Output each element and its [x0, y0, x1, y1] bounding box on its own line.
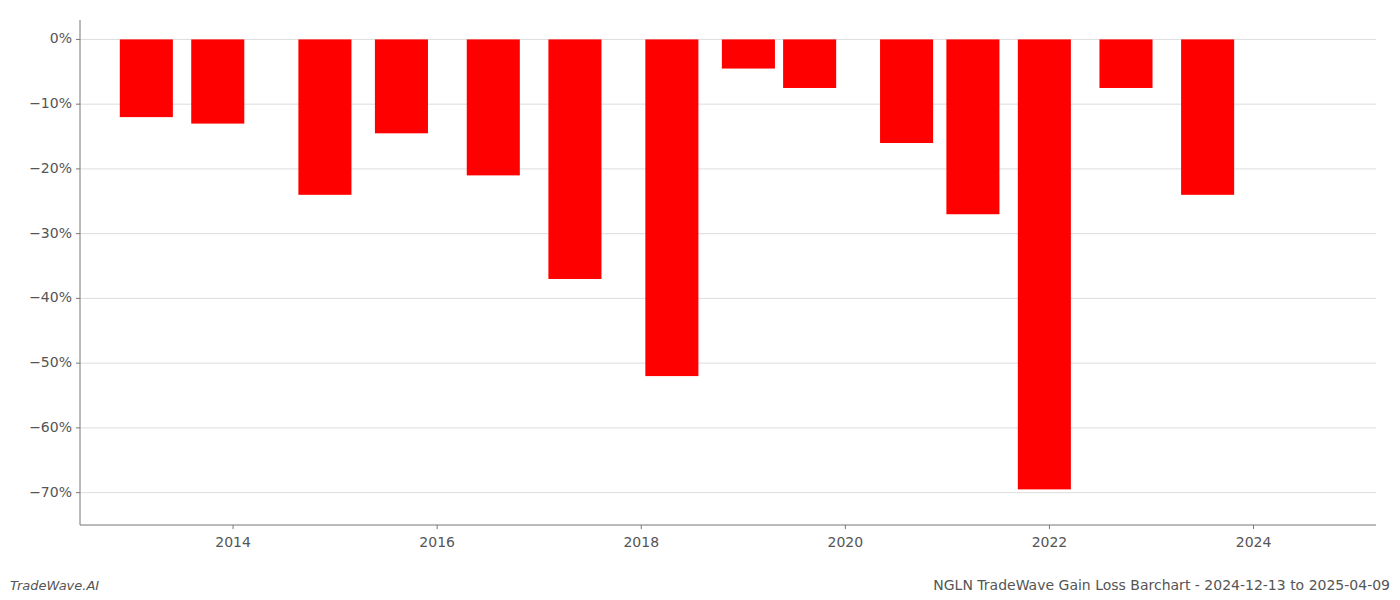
y-tick: [76, 104, 80, 105]
bar: [375, 39, 428, 133]
bar: [722, 39, 775, 68]
y-tick-label: −20%: [29, 160, 72, 176]
y-tick: [76, 427, 80, 428]
y-tick: [76, 168, 80, 169]
grid-line: [80, 492, 1376, 493]
bar: [946, 39, 999, 214]
bar: [548, 39, 601, 279]
x-tick-label: 2020: [828, 534, 864, 550]
y-tick: [76, 233, 80, 234]
watermark: TradeWave.AI: [10, 578, 99, 593]
x-tick: [1049, 525, 1050, 529]
x-tick: [1253, 525, 1254, 529]
x-tick-label: 2022: [1032, 534, 1068, 550]
axes: 0% −10% −20% −30% −40% −50% −60% −70% 2014 2016 20…: [29, 20, 1376, 550]
y-tick: [76, 39, 80, 40]
y-tick-label: −70%: [29, 484, 72, 500]
bar: [467, 39, 520, 175]
y-tick-label: −50%: [29, 354, 72, 370]
bar: [645, 39, 698, 376]
y-tick-label: −30%: [29, 225, 72, 241]
y-tick: [76, 363, 80, 364]
y-tick: [76, 492, 80, 493]
y-tick-label: −60%: [29, 419, 72, 435]
x-axis-line: [80, 525, 1376, 526]
x-tick-label: 2016: [419, 534, 455, 550]
y-tick-label: −10%: [29, 95, 72, 111]
x-tick: [845, 525, 846, 529]
x-tick-label: 2024: [1236, 534, 1272, 550]
y-axis-line: [80, 20, 81, 525]
grid-line: [80, 427, 1376, 428]
page: {"chart_data": { "type": "bar", "title":…: [0, 0, 1400, 600]
bar: [1018, 39, 1071, 489]
grid-line: [80, 233, 1376, 234]
chart: 0% −10% −20% −30% −40% −50% −60% −70% 2014 2016 20…: [0, 0, 1400, 600]
title: NGLN TradeWave Gain Loss Barchart - 2024…: [933, 577, 1390, 593]
x-tick-label: 2014: [215, 534, 251, 550]
grid-line: [80, 363, 1376, 364]
bar: [120, 39, 173, 117]
bar: [298, 39, 351, 194]
y-tick: [76, 298, 80, 299]
grid: [80, 39, 1376, 492]
bars: [120, 39, 1234, 489]
bar: [783, 39, 836, 88]
y-tick-label: −40%: [29, 289, 72, 305]
grid-line: [80, 298, 1376, 299]
x-tick: [233, 525, 234, 529]
x-tick: [437, 525, 438, 529]
bar: [191, 39, 244, 123]
y-tick-label: 0%: [50, 30, 72, 46]
bar: [1099, 39, 1152, 88]
bar: [1181, 39, 1234, 194]
x-tick-label: 2018: [623, 534, 659, 550]
bar: [880, 39, 933, 143]
x-tick: [641, 525, 642, 529]
